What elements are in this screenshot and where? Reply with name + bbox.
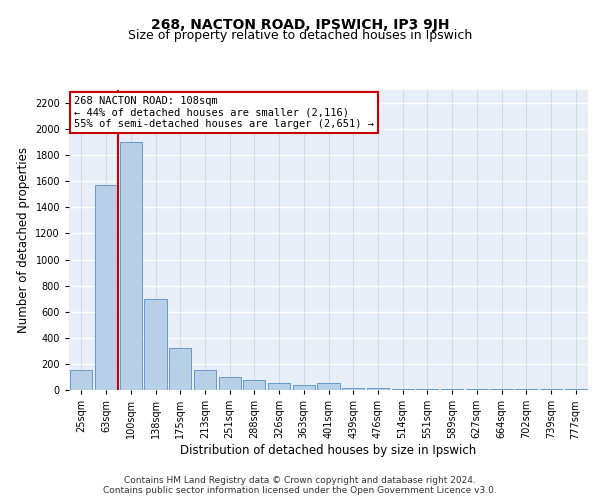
Text: 268, NACTON ROAD, IPSWICH, IP3 9JH: 268, NACTON ROAD, IPSWICH, IP3 9JH <box>151 18 449 32</box>
Text: Size of property relative to detached houses in Ipswich: Size of property relative to detached ho… <box>128 29 472 42</box>
Bar <box>169 348 191 390</box>
X-axis label: Distribution of detached houses by size in Ipswich: Distribution of detached houses by size … <box>181 444 476 457</box>
Bar <box>145 298 167 390</box>
Bar <box>194 370 216 390</box>
Y-axis label: Number of detached properties: Number of detached properties <box>17 147 29 333</box>
Text: Contains HM Land Registry data © Crown copyright and database right 2024.: Contains HM Land Registry data © Crown c… <box>124 476 476 485</box>
Bar <box>119 142 142 390</box>
Bar <box>95 184 117 390</box>
Bar <box>268 384 290 390</box>
Bar <box>392 388 414 390</box>
Bar <box>416 388 439 390</box>
Bar <box>317 384 340 390</box>
Bar <box>367 388 389 390</box>
Bar <box>218 377 241 390</box>
Bar <box>70 370 92 390</box>
Bar <box>293 385 315 390</box>
Bar <box>342 388 364 390</box>
Text: 268 NACTON ROAD: 108sqm
← 44% of detached houses are smaller (2,116)
55% of semi: 268 NACTON ROAD: 108sqm ← 44% of detache… <box>74 96 374 129</box>
Bar <box>243 380 265 390</box>
Text: Contains public sector information licensed under the Open Government Licence v3: Contains public sector information licen… <box>103 486 497 495</box>
